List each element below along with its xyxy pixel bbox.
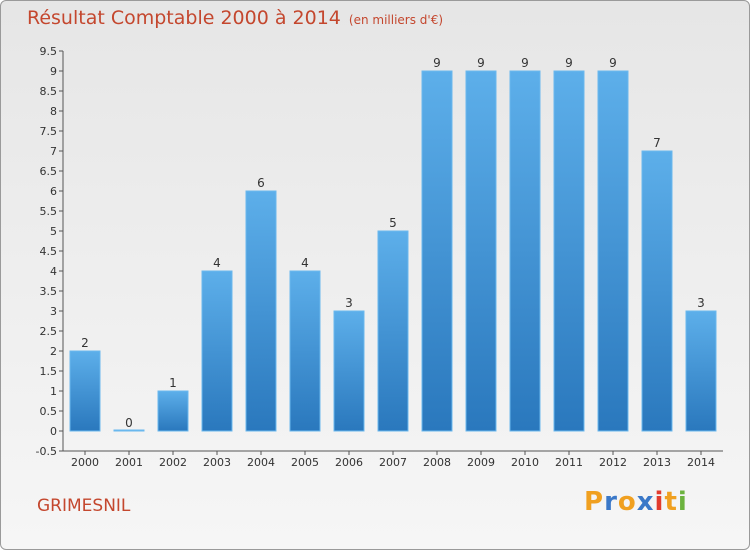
chart-subtitle: (en milliers d'€) xyxy=(348,13,444,27)
bar-2008 xyxy=(421,70,453,432)
bar-2009 xyxy=(465,70,497,432)
data-label-2005: 4 xyxy=(301,256,309,270)
data-label-2007: 5 xyxy=(389,216,397,230)
bar-2012 xyxy=(597,70,629,432)
x-tick-label-2006: 2006 xyxy=(335,456,363,469)
bar-2011 xyxy=(553,70,585,432)
y-tick-label: 3.5 xyxy=(40,285,58,298)
x-tick-label-2010: 2010 xyxy=(511,456,539,469)
y-tick-label: 6 xyxy=(50,185,57,198)
data-label-2001: 0 xyxy=(125,416,133,430)
data-label-2012: 9 xyxy=(609,56,617,70)
chart-title: Résultat Comptable 2000 à 2014 (en millie… xyxy=(27,7,443,29)
y-tick-label: 3 xyxy=(50,305,57,318)
x-tick-label-2003: 2003 xyxy=(203,456,231,469)
bar-2010 xyxy=(509,70,541,432)
x-tick-label-2013: 2013 xyxy=(643,456,671,469)
y-tick-label: 9.5 xyxy=(40,45,58,58)
data-label-2011: 9 xyxy=(565,56,573,70)
bar-2007 xyxy=(377,230,409,432)
data-label-2014: 3 xyxy=(697,296,705,310)
y-tick-label: 2.5 xyxy=(40,325,58,338)
logo-letter: t xyxy=(664,487,678,517)
bar-2001 xyxy=(113,429,145,432)
data-label-2013: 7 xyxy=(653,136,661,150)
x-tick-label-2009: 2009 xyxy=(467,456,495,469)
y-tick-label: 4 xyxy=(50,265,57,278)
y-tick-label: 4.5 xyxy=(40,245,58,258)
x-tick-label-2004: 2004 xyxy=(247,456,275,469)
bar-2013 xyxy=(641,150,673,432)
y-tick-label: 1.5 xyxy=(40,365,58,378)
x-tick-label-2000: 2000 xyxy=(71,456,99,469)
y-tick-label: 7.5 xyxy=(40,125,58,138)
data-label-2003: 4 xyxy=(213,256,221,270)
x-tick-label-2008: 2008 xyxy=(423,456,451,469)
bar-2003 xyxy=(201,270,233,432)
commune-name: GRIMESNIL xyxy=(37,496,131,516)
x-tick-label-2014: 2014 xyxy=(687,456,715,469)
logo-letter: P xyxy=(584,487,605,517)
x-tick-label-2002: 2002 xyxy=(159,456,187,469)
data-label-2006: 3 xyxy=(345,296,353,310)
y-tick-label: -0.5 xyxy=(36,445,57,458)
data-label-2004: 6 xyxy=(257,176,265,190)
logo-letter: r xyxy=(604,487,618,517)
x-tick-label-2001: 2001 xyxy=(115,456,143,469)
y-tick-label: 1 xyxy=(50,385,57,398)
chart-title-text: Résultat Comptable 2000 à 2014 xyxy=(27,7,341,29)
bar-2000 xyxy=(69,350,101,432)
logo-letter: o xyxy=(617,487,637,517)
x-tick-label-2005: 2005 xyxy=(291,456,319,469)
bar-2002 xyxy=(157,390,189,432)
logo-letter: i xyxy=(654,487,665,517)
bar-2004 xyxy=(245,190,277,432)
y-tick-label: 0.5 xyxy=(40,405,58,418)
proxiti-logo: Proxiti xyxy=(584,487,688,517)
bar-2006 xyxy=(333,310,365,432)
logo-letter: i xyxy=(677,487,688,517)
x-tick-label-2012: 2012 xyxy=(599,456,627,469)
x-tick-label-2011: 2011 xyxy=(555,456,583,469)
y-tick-label: 9 xyxy=(50,65,57,78)
y-tick-label: 8 xyxy=(50,105,57,118)
y-tick-label: 7 xyxy=(50,145,57,158)
data-label-2002: 1 xyxy=(169,376,177,390)
y-tick-label: 2 xyxy=(50,345,57,358)
y-tick-label: 5 xyxy=(50,225,57,238)
y-tick-label: 8.5 xyxy=(40,85,58,98)
x-tick-label-2007: 2007 xyxy=(379,456,407,469)
y-tick-label: 0 xyxy=(50,425,57,438)
data-label-2000: 2 xyxy=(81,336,89,350)
y-tick-label: 6.5 xyxy=(40,165,58,178)
data-label-2009: 9 xyxy=(477,56,485,70)
data-label-2010: 9 xyxy=(521,56,529,70)
bar-2014 xyxy=(685,310,717,432)
y-tick-label: 5.5 xyxy=(40,205,58,218)
data-label-2008: 9 xyxy=(433,56,441,70)
bar-2005 xyxy=(289,270,321,432)
logo-letter: x xyxy=(636,487,655,517)
